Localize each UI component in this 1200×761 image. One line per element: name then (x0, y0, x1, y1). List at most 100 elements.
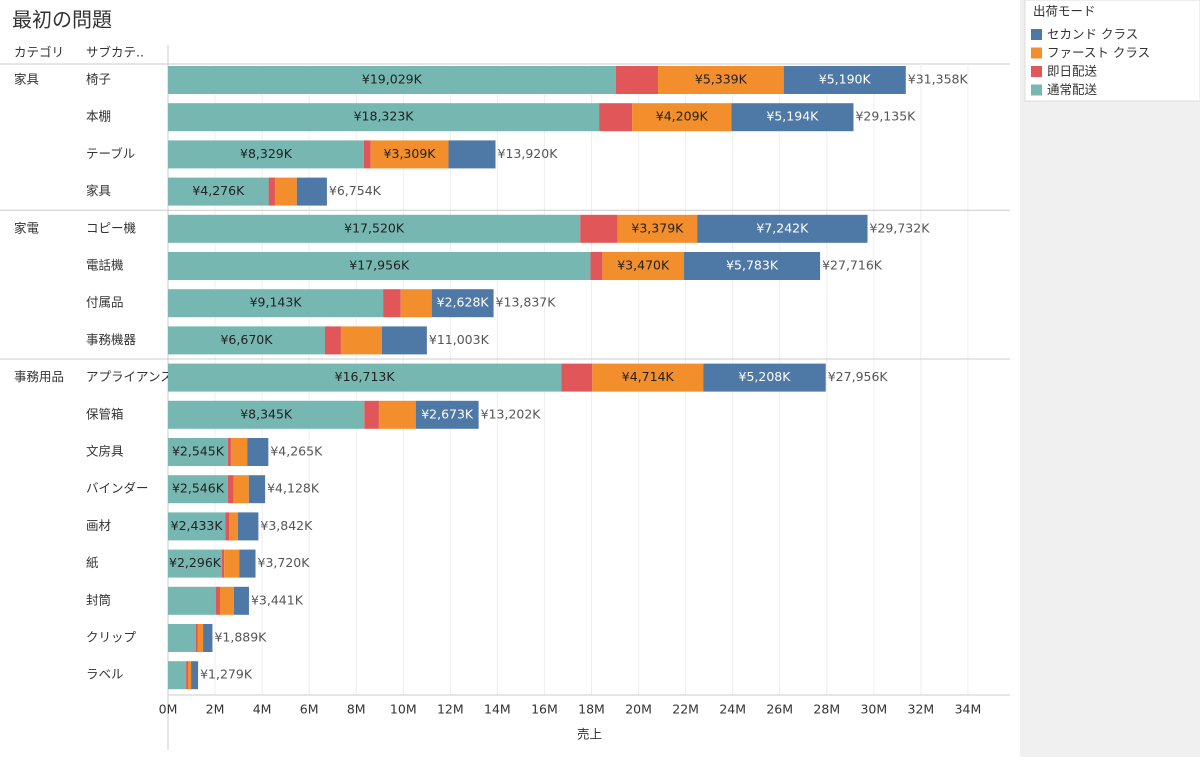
bar-segment (703, 363, 826, 392)
total-label: ¥4,128K (267, 481, 320, 496)
data-label: ¥6,670K (220, 332, 273, 347)
bar-segment (224, 549, 240, 578)
data-label: ¥7,242K (756, 220, 809, 235)
bar-segment (168, 214, 581, 243)
y-tick-label: 封筒 (86, 592, 111, 607)
bar-segment (168, 438, 228, 466)
bar-segment (296, 177, 327, 206)
data-label: ¥5,194K (766, 109, 819, 124)
total-label: ¥3,842K (260, 518, 313, 533)
y-tick-label: 電話機 (86, 258, 124, 273)
bar-segment (731, 103, 854, 132)
y-tick-label: 付属品 (86, 295, 124, 310)
y-tick-label: 家具 (86, 183, 112, 198)
data-label: ¥9,143K (250, 295, 303, 310)
bar-segment (186, 661, 188, 690)
bar-segment (227, 475, 234, 504)
data-label: ¥8,329K (240, 146, 293, 161)
data-label: ¥17,956K (349, 258, 410, 273)
x-tick-label: 6M (300, 702, 319, 717)
y-tick-label: ラベル (86, 667, 124, 682)
data-label: ¥2,628K (437, 295, 490, 310)
x-tick-label: 20M (625, 702, 652, 717)
bar-segment (381, 326, 427, 355)
x-tick-label: 26M (766, 702, 793, 717)
data-label: ¥2,296K (169, 555, 222, 570)
total-label: ¥29,732K (870, 220, 931, 235)
total-label: ¥1,889K (214, 630, 267, 645)
total-label: ¥27,716K (822, 258, 883, 273)
bar-segment (203, 624, 213, 652)
y-tick-label: 保管箱 (86, 406, 124, 421)
total-label: ¥4,265K (270, 444, 323, 459)
bar-segment (168, 512, 226, 541)
bar-segment (233, 475, 249, 504)
x-tick-label: 12M (437, 702, 464, 717)
bar-segment (448, 140, 496, 169)
y-tick-label: 事務機器 (86, 332, 137, 347)
bar-segment (617, 214, 698, 243)
data-label: ¥16,713K (335, 369, 396, 384)
bar-segment (230, 438, 248, 466)
bar-segment (248, 475, 266, 504)
header-label: サブカテ.. (86, 45, 144, 60)
bar-segment (247, 438, 269, 466)
data-label: ¥4,714K (622, 369, 675, 384)
header-label: カテゴリ (14, 45, 64, 60)
bar-segment (168, 66, 616, 94)
group-label: 事務用品 (14, 369, 64, 384)
y-tick-label: 文房具 (86, 444, 124, 459)
legend-label: 通常配送 (1047, 82, 1098, 97)
total-label: ¥11,003K (429, 332, 490, 347)
bar-segment (599, 103, 633, 132)
bar-segment (168, 549, 223, 578)
total-label: ¥29,135K (855, 109, 916, 124)
bar-segment (431, 289, 494, 318)
bar-segment (400, 289, 432, 318)
total-label: ¥1,279K (200, 667, 253, 682)
y-tick-label: バインダー (86, 481, 149, 496)
data-label: ¥3,379K (631, 220, 684, 235)
bar-segment (697, 214, 868, 243)
bar-segment (561, 363, 593, 392)
bar-segment (237, 512, 259, 541)
legend-label: 即日配送 (1047, 64, 1098, 79)
bar-segment (378, 400, 416, 429)
bar-segment (239, 549, 256, 578)
data-label: ¥2,673K (421, 406, 474, 421)
bar-segment (187, 661, 192, 690)
bar-segment (215, 586, 220, 615)
bar-segment (370, 140, 449, 169)
bar-segment (632, 103, 732, 132)
y-tick-label: 本棚 (86, 109, 111, 124)
data-label: ¥2,545K (172, 444, 225, 459)
data-label: ¥2,546K (172, 481, 225, 496)
total-label: ¥3,720K (258, 555, 311, 570)
bar-segment (602, 252, 685, 280)
bar-segment (168, 661, 187, 690)
x-tick-label: 14M (484, 702, 511, 717)
bar-segment (195, 624, 198, 652)
legend-box (1024, 0, 1200, 102)
total-label: ¥13,837K (496, 295, 557, 310)
bar-segment (168, 400, 365, 429)
total-label: ¥13,202K (481, 406, 542, 421)
bar-segment (225, 512, 230, 541)
bar-segment (684, 252, 821, 280)
bar-segment (168, 289, 384, 318)
x-tick-label: 16M (531, 702, 558, 717)
bar-segment (658, 66, 784, 94)
x-tick-label: 32M (908, 702, 935, 717)
data-label: ¥8,345K (240, 406, 293, 421)
y-tick-label: アプライアンス (86, 369, 173, 384)
legend-label: セカンド クラス (1047, 27, 1138, 42)
y-tick-label: コピー機 (86, 220, 137, 235)
bar-segment (219, 586, 234, 615)
legend-title: 出荷モード (1033, 4, 1096, 19)
y-tick-label: 画材 (86, 518, 111, 533)
x-tick-label: 30M (860, 702, 887, 717)
x-tick-label: 4M (253, 702, 272, 717)
x-tick-label: 28M (813, 702, 840, 717)
legend-swatch (1031, 29, 1042, 40)
x-tick-label: 0M (159, 702, 178, 717)
